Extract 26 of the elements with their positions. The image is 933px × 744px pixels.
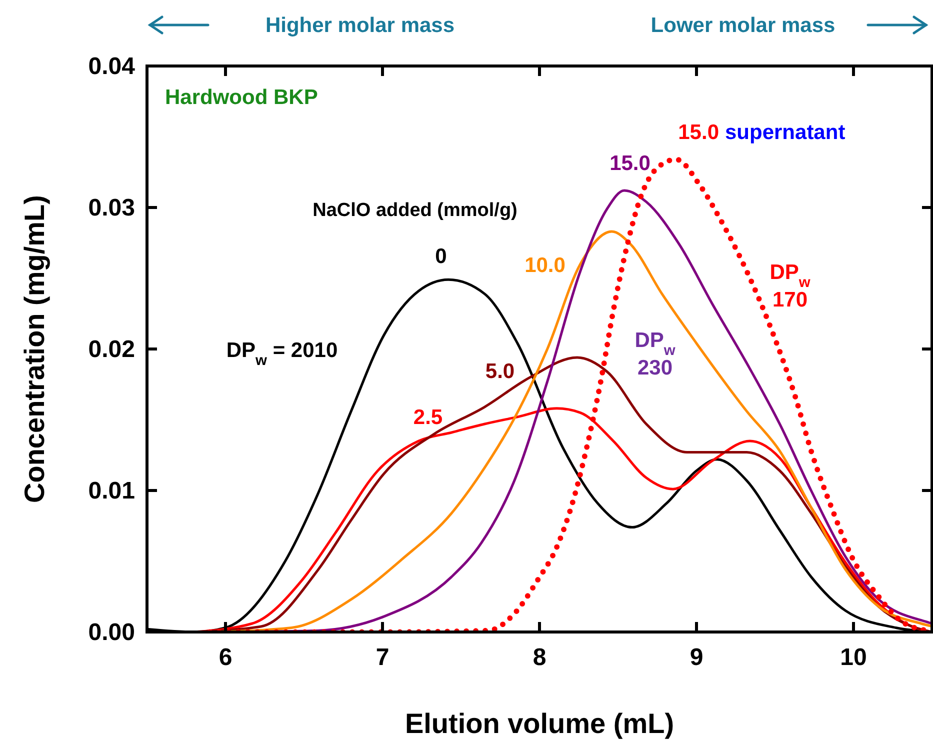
x-tick-label: 6 xyxy=(218,644,232,671)
series-label: 0 xyxy=(435,245,447,268)
x-tick-label: 7 xyxy=(376,644,390,671)
y-tick-label: 0.04 xyxy=(88,53,136,80)
x-tick-label: 9 xyxy=(690,644,704,671)
y-tick-label: 0.01 xyxy=(88,478,135,504)
x-tick-label: 10 xyxy=(840,644,867,671)
y-axis-title: Concentration (mg/mL) xyxy=(19,195,50,503)
series-label: 2.5 xyxy=(413,406,443,429)
annotation: supernatant xyxy=(725,121,846,144)
series-label: 10.0 xyxy=(524,254,566,277)
y-tick-label: 0.03 xyxy=(88,194,135,222)
series-label: 15.0 xyxy=(610,152,650,175)
x-axis-title: Elution volume (mL) xyxy=(404,708,674,739)
annotation: DP$_{w}$ 170 xyxy=(770,261,811,312)
annotation: DP$_{w}$ = 2010 xyxy=(226,339,338,369)
x-tick-label: 8 xyxy=(532,644,546,671)
series-label: 15.0 xyxy=(678,121,719,144)
annotation: DP$_{w}$ 230 xyxy=(634,329,676,380)
y-tick-label: 0.02 xyxy=(88,336,135,363)
series-label: 5.0 xyxy=(485,360,515,383)
text: Lower molar mass xyxy=(650,14,836,37)
text: Higher molar mass xyxy=(265,14,455,37)
legend-title: NaClO added (mmol/g) xyxy=(312,200,518,221)
annotation: Hardwood BKP xyxy=(165,86,318,109)
y-tick-label: 0.00 xyxy=(88,619,135,646)
